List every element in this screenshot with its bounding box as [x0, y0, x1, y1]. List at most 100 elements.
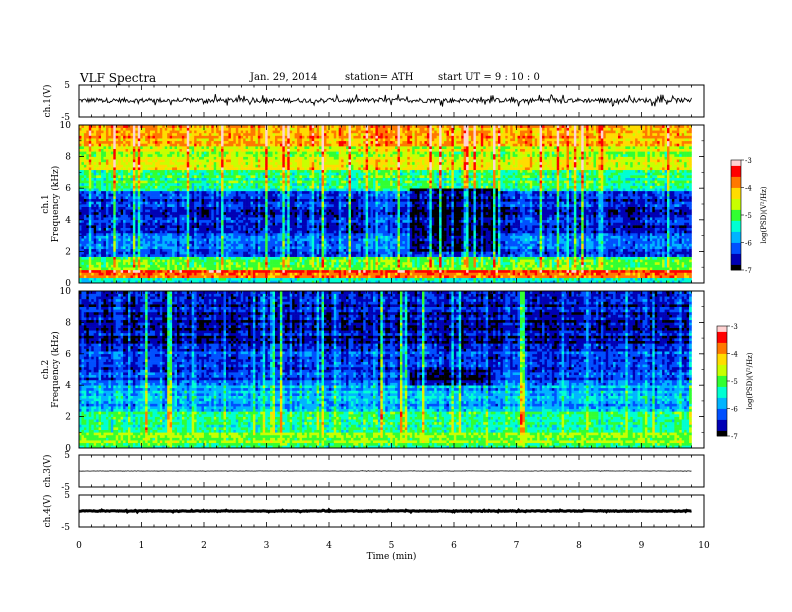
heatmap-cell [248, 162, 251, 165]
heatmap-cell [135, 170, 138, 173]
heatmap-cell [101, 196, 104, 199]
heatmap-cell [275, 244, 278, 247]
heatmap-cell [273, 154, 276, 157]
heatmap-cell [246, 267, 249, 270]
heatmap-cell [113, 236, 116, 239]
heatmap-cell [89, 157, 92, 160]
heatmap-cell [111, 249, 114, 252]
heatmap-cell [126, 204, 129, 207]
heatmap-cell [182, 209, 185, 212]
heatmap-cell [177, 222, 180, 225]
heatmap-cell [248, 183, 251, 186]
heatmap-cell [233, 225, 236, 228]
heatmap-cell [273, 272, 276, 275]
heatmap-cell [194, 238, 197, 241]
heatmap-cell [135, 199, 138, 202]
heatmap-cell [238, 165, 241, 168]
heatmap-cell [224, 133, 227, 136]
heatmap-cell [211, 228, 214, 231]
heatmap-cell [189, 154, 192, 157]
heatmap-cell [258, 244, 261, 247]
heatmap-cell [251, 196, 254, 199]
heatmap-cell [128, 244, 131, 247]
heatmap-cell [187, 159, 190, 162]
heatmap-cell [238, 222, 241, 225]
heatmap-cell [202, 159, 205, 162]
heatmap-cell [238, 159, 241, 162]
heatmap-cell [236, 259, 239, 262]
heatmap-cell [86, 172, 89, 175]
heatmap-cell [260, 262, 263, 265]
heatmap-cell [96, 265, 99, 268]
heatmap-cell [133, 141, 136, 144]
heatmap-cell [84, 157, 87, 160]
heatmap-cell [123, 199, 126, 202]
heatmap-cell [130, 246, 133, 249]
heatmap-cell [177, 143, 180, 146]
heatmap-cell [192, 133, 195, 136]
heatmap-cell [219, 151, 222, 154]
heatmap-cell [189, 236, 192, 239]
heatmap-cell [214, 178, 217, 181]
heatmap-cell [145, 183, 148, 186]
heatmap-cell [241, 204, 244, 207]
heatmap-cell [160, 178, 163, 181]
heatmap-cell [126, 241, 129, 244]
heatmap-cell [128, 149, 131, 152]
heatmap-cell [153, 267, 156, 270]
heatmap-cell [167, 149, 170, 152]
heatmap-cell [157, 278, 160, 281]
heatmap-cell [248, 157, 251, 160]
heatmap-cell [202, 225, 205, 228]
heatmap-cell [113, 251, 116, 254]
heatmap-cell [155, 146, 158, 149]
heatmap-cell [253, 143, 256, 146]
heatmap-cell [182, 157, 185, 160]
heatmap-cell [258, 183, 261, 186]
heatmap-cell [202, 275, 205, 278]
heatmap-cell [243, 275, 246, 278]
heatmap-cell [216, 230, 219, 233]
heatmap-cell [238, 170, 241, 173]
heatmap-cell [224, 207, 227, 210]
heatmap-cell [108, 201, 111, 204]
heatmap-cell [238, 196, 241, 199]
heatmap-cell [89, 154, 92, 157]
heatmap-cell [194, 249, 197, 252]
heatmap-cell [96, 165, 99, 168]
heatmap-cell [197, 149, 200, 152]
heatmap-cell [199, 257, 202, 260]
heatmap-cell [233, 241, 236, 244]
heatmap-cell [253, 199, 256, 202]
heatmap-cell [140, 149, 143, 152]
heatmap-cell [175, 167, 178, 170]
heatmap-cell [99, 241, 102, 244]
heatmap-cell [194, 236, 197, 239]
heatmap-cell [226, 262, 229, 265]
heatmap-cell [184, 191, 187, 194]
heatmap-cell [133, 207, 136, 210]
heatmap-cell [192, 225, 195, 228]
heatmap-cell [94, 238, 97, 241]
heatmap-cell [106, 133, 109, 136]
heatmap-cell [170, 222, 173, 225]
heatmap-cell [209, 138, 212, 141]
heatmap-cell [143, 178, 146, 181]
heatmap-cell [165, 262, 168, 265]
heatmap-cell [99, 165, 102, 168]
heatmap-cell [273, 257, 276, 260]
heatmap-cell [268, 251, 271, 254]
heatmap-cell [126, 199, 129, 202]
heatmap-cell [209, 178, 212, 181]
heatmap-cell [236, 199, 239, 202]
heatmap-cell [153, 183, 156, 186]
heatmap-cell [118, 220, 121, 223]
heatmap-cell [238, 278, 241, 281]
heatmap-cell [243, 225, 246, 228]
heatmap-cell [260, 170, 263, 173]
heatmap-cell [251, 151, 254, 154]
heatmap-cell [121, 254, 124, 257]
heatmap-cell [270, 278, 273, 281]
heatmap-cell [251, 215, 254, 218]
heatmap-cell [128, 225, 131, 228]
